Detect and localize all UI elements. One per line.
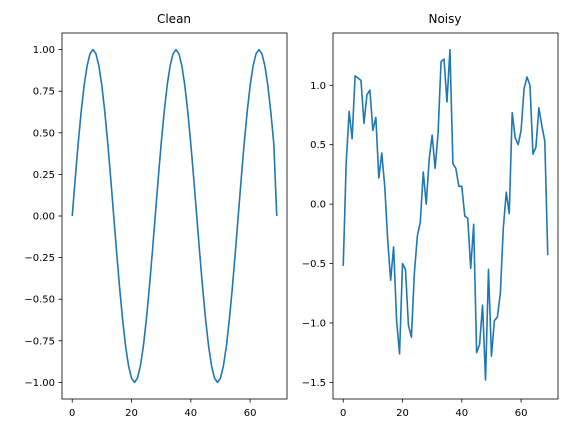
- clean-y-tick-label: 1.00: [33, 45, 55, 56]
- clean-x-tick-label: 0: [69, 408, 75, 419]
- clean-axes-frame: [61, 32, 288, 400]
- clean-y-axis: −1.00 −0.75 −0.50 −0.25 0.00 0.25 0.50 0.75 1.00: [24, 45, 62, 389]
- noisy-x-axis: 0 20 40 60: [340, 399, 527, 419]
- clean-x-tick-label: 40: [184, 408, 197, 419]
- clean-y-tick-label: 0.00: [33, 212, 55, 223]
- noisy-y-axis: −1.5 −1.0 −0.5 0.0 0.5 1.0: [302, 81, 333, 389]
- clean-y-tick-label: 0.25: [33, 170, 55, 181]
- clean-x-axis: 0 20 40 60: [69, 399, 256, 419]
- noisy-subplot: Noisy −1.5 −1.0 −0.5 0.0 0.5 1.0 0 20 40 60: [302, 12, 559, 419]
- clean-y-tick-label: −0.50: [24, 295, 55, 306]
- clean-y-tick-label: 0.50: [33, 128, 55, 139]
- clean-y-tick-label: −0.25: [24, 253, 55, 264]
- clean-y-tick-label: −1.00: [24, 378, 55, 389]
- noisy-axes-frame: [332, 32, 559, 400]
- noisy-y-tick-label: −1.5: [302, 378, 326, 389]
- noisy-series-line: [342, 48, 549, 381]
- noisy-title: Noisy: [428, 12, 461, 26]
- clean-y-tick-label: −0.75: [24, 336, 55, 347]
- clean-subplot: Clean −1.00 −0.75 −0.50 −0.25 0.00 0.25 0.50 0.…: [24, 12, 288, 419]
- noisy-x-tick-label: 0: [340, 408, 346, 419]
- clean-x-tick-label: 60: [244, 408, 257, 419]
- clean-series-line: [71, 48, 278, 384]
- noisy-x-tick-label: 40: [455, 408, 468, 419]
- noisy-x-tick-label: 60: [515, 408, 528, 419]
- noisy-y-tick-label: 0.5: [310, 140, 326, 151]
- noisy-x-tick-label: 20: [396, 408, 409, 419]
- noisy-y-tick-label: −0.5: [302, 259, 326, 270]
- clean-title: Clean: [157, 12, 191, 26]
- noisy-y-tick-label: 1.0: [310, 81, 326, 92]
- clean-y-tick-label: 0.75: [33, 87, 55, 98]
- noisy-y-tick-label: −1.0: [302, 318, 326, 329]
- noisy-y-tick-label: 0.0: [310, 200, 326, 211]
- clean-x-tick-label: 20: [125, 408, 138, 419]
